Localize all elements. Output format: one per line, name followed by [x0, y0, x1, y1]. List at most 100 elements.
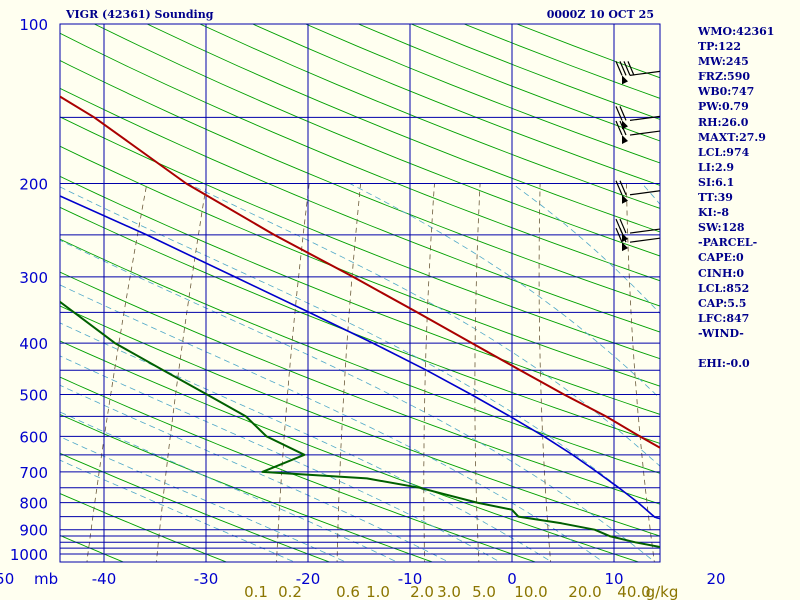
- moist-adiabat-line: [60, 459, 296, 562]
- stability-index-item: -PARCEL-: [698, 236, 758, 250]
- wind-barb-flag: [619, 120, 627, 136]
- wind-barb-flag: [619, 227, 627, 243]
- stability-index-item: PW:0.79: [698, 100, 749, 114]
- stability-index-item: KI:-8: [698, 206, 729, 220]
- pressure-tick-labels: 100 200 300 400 500 600 700 800 900 1000: [10, 16, 48, 564]
- temperature-trace: [60, 95, 660, 449]
- pressure-tick-label: 1000: [10, 546, 48, 564]
- moist-adiabat-line: [60, 284, 604, 562]
- mixing-ratio-line: [626, 183, 655, 562]
- pressure-tick-label: 400: [19, 335, 48, 353]
- dewpoint-trace: [60, 300, 660, 549]
- dry-adiabat-line: [60, 87, 660, 333]
- wind-barb-pennant: [622, 75, 628, 85]
- stability-index-item: WB0:747: [698, 85, 755, 99]
- mixing-ratio-tick-label: 20.0: [568, 583, 601, 600]
- mixing-ratio-line: [423, 183, 435, 562]
- stability-index-item: [698, 341, 774, 356]
- wind-barb-flag: [615, 180, 623, 196]
- temperature-tick-label: -20: [296, 570, 321, 588]
- stability-index-item: SW:128: [698, 221, 745, 235]
- dry-adiabat-line: [60, 414, 434, 562]
- wind-barb-flag: [615, 227, 623, 243]
- dry-adiabat-line: [60, 305, 660, 537]
- stability-index-item: TT:39: [698, 191, 733, 205]
- temperature-tick-label: 0: [507, 570, 517, 588]
- wind-barb-staff: [629, 115, 660, 121]
- pressure-tick-label: 900: [19, 522, 48, 540]
- wind-barb-flag: [619, 106, 627, 121]
- dry-adiabats: [0, 24, 660, 565]
- mixing-ratio-line: [86, 183, 148, 562]
- moist-adiabat-line: [187, 183, 660, 467]
- moist-adiabat-line: [60, 355, 501, 562]
- dry-adiabat-line: [60, 60, 660, 307]
- temperature-tick-label: -10: [398, 570, 423, 588]
- pressure-tick-label: 300: [19, 269, 48, 287]
- mixing-ratio-lines: [86, 183, 655, 562]
- moist-adiabat-line: [60, 322, 553, 562]
- station-title: VIGR (42361) Sounding: [66, 8, 214, 21]
- stability-index-item: CAP:5.5: [698, 296, 747, 310]
- pressure-tick-label: 100: [19, 16, 48, 34]
- mixing-ratio-tick-label: 0.6: [336, 583, 360, 600]
- moist-adiabat-line: [60, 436, 347, 562]
- mixing-ratio-line: [336, 183, 361, 562]
- wind-barb-staff: [629, 130, 660, 136]
- mixing-ratio-tick-label: 10.0: [514, 583, 547, 600]
- stability-index-item: RH:26.0: [698, 115, 749, 129]
- stability-index-item: LFC:847: [698, 311, 750, 325]
- temperature-tick-label: -30: [194, 570, 219, 588]
- wind-barb-pennant: [622, 194, 628, 204]
- stability-index-item: MW:245: [698, 55, 749, 69]
- wind-barb-staff: [629, 190, 660, 196]
- pressure-tick-label: 600: [19, 428, 48, 446]
- temperature-tick-labels: -80-70-60-50-40-30-20-10010203040: [0, 570, 726, 588]
- wind-barb-flag: [615, 61, 623, 76]
- temperature-tick-label: 20: [706, 570, 725, 588]
- mixing-ratio-tick-label: 1.0: [366, 583, 390, 600]
- stability-index-item: CAPE:0: [698, 251, 744, 265]
- dry-adiabat-line: [94, 24, 660, 257]
- dry-adiabat-line: [60, 32, 660, 282]
- dry-adiabat-line: [60, 175, 660, 415]
- wind-barb-flag: [615, 120, 623, 136]
- stability-index-item: LCL:974: [698, 145, 750, 159]
- plot-frame: [59, 23, 661, 563]
- mixing-ratio-tick-label: 40.0: [617, 583, 650, 600]
- pressure-tick-label: 700: [19, 464, 48, 482]
- dry-adiabat-line: [60, 493, 228, 562]
- wind-barb-flag: [619, 218, 627, 234]
- stability-indices-panel: WMO:42361 TP:122 MW:245 FRZ:590 WB0:747 PW:0.…: [698, 24, 774, 371]
- sounding-traces: [60, 95, 660, 549]
- parcel-trace: [60, 195, 660, 520]
- wind-barb-flag: [615, 106, 623, 121]
- stability-index-item: LCL:852: [698, 281, 750, 295]
- stability-index-item: WMO:42361: [698, 25, 775, 38]
- dry-adiabat-line: [60, 376, 537, 562]
- wind-barb-flag: [619, 61, 627, 76]
- mixing-ratio-line: [474, 183, 481, 562]
- dry-adiabat-line: [60, 238, 660, 474]
- mixing-ratio-tick-label: 2.0: [410, 583, 434, 600]
- stability-index-item: EHI:-0.0: [698, 357, 750, 371]
- stability-index-item: MAXT:27.9: [698, 130, 766, 144]
- dry-adiabat-line: [0, 24, 28, 565]
- stability-index-item: LI:2.9: [698, 160, 735, 174]
- wind-barb-flag: [619, 180, 627, 196]
- stability-index-item: FRZ:590: [698, 70, 751, 84]
- stability-index-item: CINH:0: [698, 266, 745, 280]
- moist-adiabat-line: [60, 384, 450, 562]
- moist-adiabat-line: [60, 186, 660, 522]
- wind-barb-pennant: [622, 242, 628, 252]
- moist-adiabat-line: [60, 411, 399, 562]
- moist-adiabats: [60, 183, 660, 562]
- moist-adiabat-line: [60, 239, 656, 562]
- wind-barb-flag: [627, 61, 635, 76]
- dry-adiabat-line: [60, 340, 640, 562]
- stability-index-item: SI:6.1: [698, 175, 735, 189]
- mixing-ratio-line: [276, 183, 310, 562]
- mixing-ratio-unit-label: g/kg: [646, 583, 679, 600]
- dry-adiabat-line: [60, 116, 660, 360]
